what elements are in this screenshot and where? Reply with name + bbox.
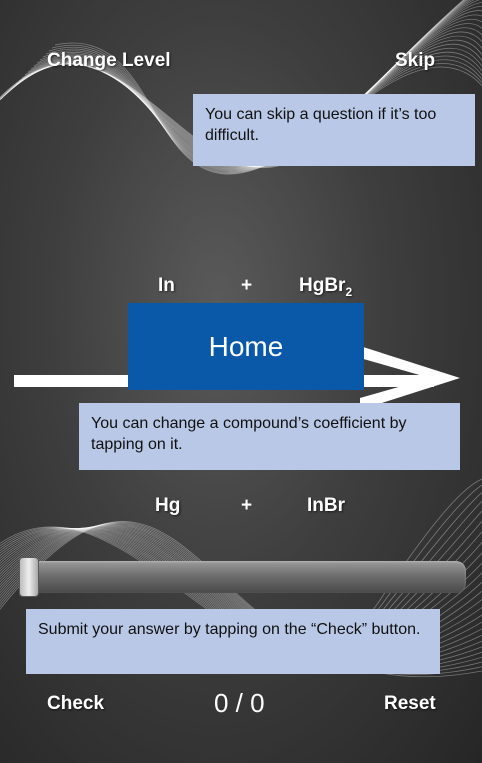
product-inbr[interactable]: InBr	[307, 495, 345, 516]
reactant-plus-sign: +	[241, 275, 253, 296]
score-display: 0 / 0	[214, 688, 265, 718]
reset-button[interactable]: Reset	[384, 693, 436, 714]
reactant-in[interactable]: In	[158, 275, 175, 296]
change-level-button[interactable]: Change Level	[47, 50, 171, 71]
skip-button[interactable]: Skip	[395, 50, 436, 71]
check-tip: Submit your answer by tapping on the “Ch…	[26, 609, 440, 674]
coefficient-tip: You can change a compound’s coefficient …	[79, 403, 460, 470]
reactant-hgbr2[interactable]: HgBr2	[299, 275, 352, 299]
level-slider-track[interactable]	[20, 561, 466, 593]
level-slider-thumb[interactable]	[19, 557, 39, 597]
skip-tip: You can skip a question if it’s too diff…	[193, 94, 475, 166]
product-hg[interactable]: Hg	[155, 495, 181, 516]
home-button[interactable]: Home	[128, 303, 364, 390]
product-plus-sign: +	[241, 495, 253, 516]
hgbr2-base: HgBr	[299, 275, 346, 296]
check-button[interactable]: Check	[47, 693, 105, 714]
hgbr2-subscript: 2	[345, 284, 353, 299]
